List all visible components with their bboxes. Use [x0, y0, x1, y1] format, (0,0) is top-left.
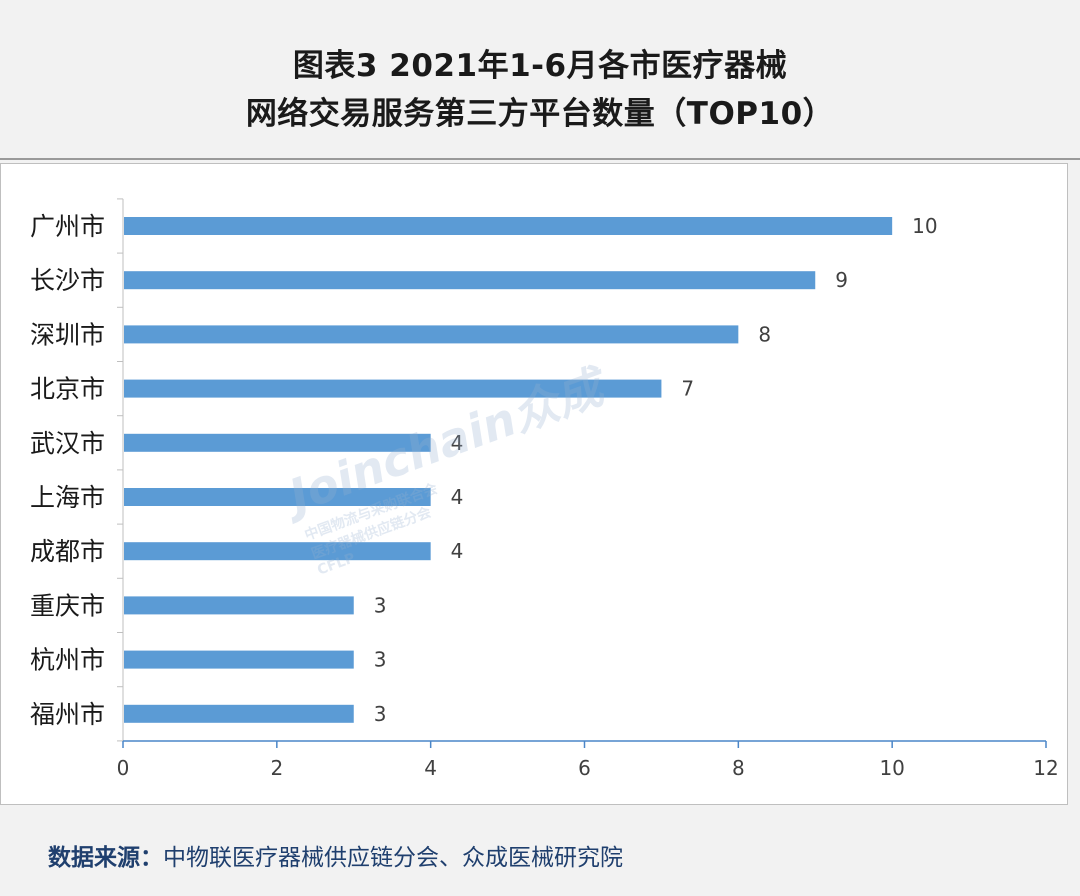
x-tick-label: 6	[578, 756, 591, 780]
bar-3	[124, 325, 739, 344]
category-label: 深圳市	[30, 320, 105, 349]
category-label: 杭州市	[30, 646, 105, 675]
data-source: 数据来源：中物联医疗器械供应链分会、众成医械研究院	[48, 838, 623, 872]
bar-4	[124, 379, 662, 398]
bar-2	[124, 271, 816, 290]
x-tick-label: 12	[1033, 756, 1058, 780]
x-tick-label: 2	[270, 756, 283, 780]
x-tick-label: 10	[879, 756, 904, 780]
bar-6	[124, 488, 431, 506]
data-label: 4	[451, 431, 464, 455]
data-label: 4	[451, 539, 464, 563]
category-label: 重庆市	[30, 591, 105, 620]
data-source-label: 数据来源：	[48, 845, 163, 871]
bar-5	[124, 433, 431, 452]
category-label: 北京市	[30, 375, 105, 404]
data-label: 3	[374, 648, 387, 672]
chart-title: 图表3 2021年1-6月各市医疗器械 网络交易服务第三方平台数量（TOP10）	[0, 0, 1080, 160]
title-divider	[0, 158, 1080, 160]
data-label: 9	[835, 268, 848, 292]
data-label: 3	[374, 702, 387, 726]
bar-8	[124, 596, 354, 615]
data-label: 8	[758, 322, 771, 346]
bar-7	[124, 542, 431, 561]
bar-chart: 广州市 10 长沙市 9 深圳市 8 北京市 7 武汉市 4 上海市 4 成都市 4 重庆市 3 杭州市 3 福州市…	[30, 198, 1059, 780]
category-label: 广州市	[30, 212, 105, 241]
data-source-text: 中物联医疗器械供应链分会、众成医械研究院	[163, 845, 623, 871]
data-label: 4	[451, 485, 464, 509]
chart-title-line-2: 网络交易服务第三方平台数量（TOP10）	[245, 96, 835, 132]
category-label: 上海市	[30, 483, 105, 512]
x-tick-label: 8	[732, 756, 745, 780]
category-label: 长沙市	[30, 266, 105, 295]
data-label: 3	[374, 593, 387, 617]
chart-title-line-1: 图表3 2021年1-6月各市医疗器械	[292, 48, 788, 84]
bar-1	[124, 217, 893, 235]
category-label: 成都市	[30, 537, 105, 566]
data-label: 10	[912, 214, 937, 238]
x-tick-label: 0	[117, 756, 130, 780]
category-label: 武汉市	[30, 429, 105, 458]
data-label: 7	[681, 377, 694, 401]
bar-10	[124, 704, 354, 723]
category-label: 福州市	[30, 700, 105, 729]
bar-9	[124, 650, 354, 669]
chart-panel: 广州市 10 长沙市 9 深圳市 8 北京市 7 武汉市 4 上海市 4 成都市 4 重庆市 3 杭州市 3 福州市…	[0, 163, 1068, 805]
x-tick-label: 4	[424, 756, 437, 780]
